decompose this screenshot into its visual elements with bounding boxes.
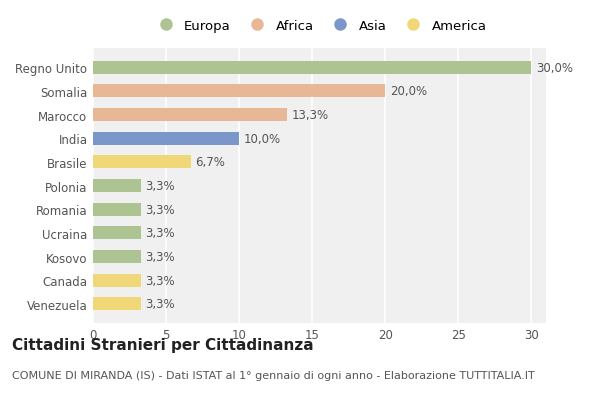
Bar: [93, 85, 385, 98]
Bar: [93, 227, 141, 240]
Text: COMUNE DI MIRANDA (IS) - Dati ISTAT al 1° gennaio di ogni anno - Elaborazione TU: COMUNE DI MIRANDA (IS) - Dati ISTAT al 1…: [12, 370, 535, 380]
Bar: [93, 274, 141, 287]
Text: 20,0%: 20,0%: [389, 85, 427, 98]
Bar: [93, 250, 141, 263]
Text: 3,3%: 3,3%: [146, 180, 175, 193]
Text: 3,3%: 3,3%: [146, 203, 175, 216]
Bar: [93, 203, 141, 216]
Text: 13,3%: 13,3%: [292, 109, 329, 122]
Text: Cittadini Stranieri per Cittadinanza: Cittadini Stranieri per Cittadinanza: [12, 337, 314, 353]
Bar: [93, 156, 191, 169]
Text: 10,0%: 10,0%: [244, 133, 281, 145]
Text: 3,3%: 3,3%: [146, 250, 175, 263]
Text: 3,3%: 3,3%: [146, 274, 175, 287]
Bar: [93, 61, 532, 74]
Bar: [93, 109, 287, 122]
Bar: [93, 298, 141, 311]
Text: 3,3%: 3,3%: [146, 298, 175, 311]
Bar: [93, 180, 141, 193]
Text: 3,3%: 3,3%: [146, 227, 175, 240]
Text: 30,0%: 30,0%: [536, 61, 573, 74]
Bar: [93, 133, 239, 145]
Text: 6,7%: 6,7%: [195, 156, 225, 169]
Legend: Europa, Africa, Asia, America: Europa, Africa, Asia, America: [150, 17, 489, 36]
